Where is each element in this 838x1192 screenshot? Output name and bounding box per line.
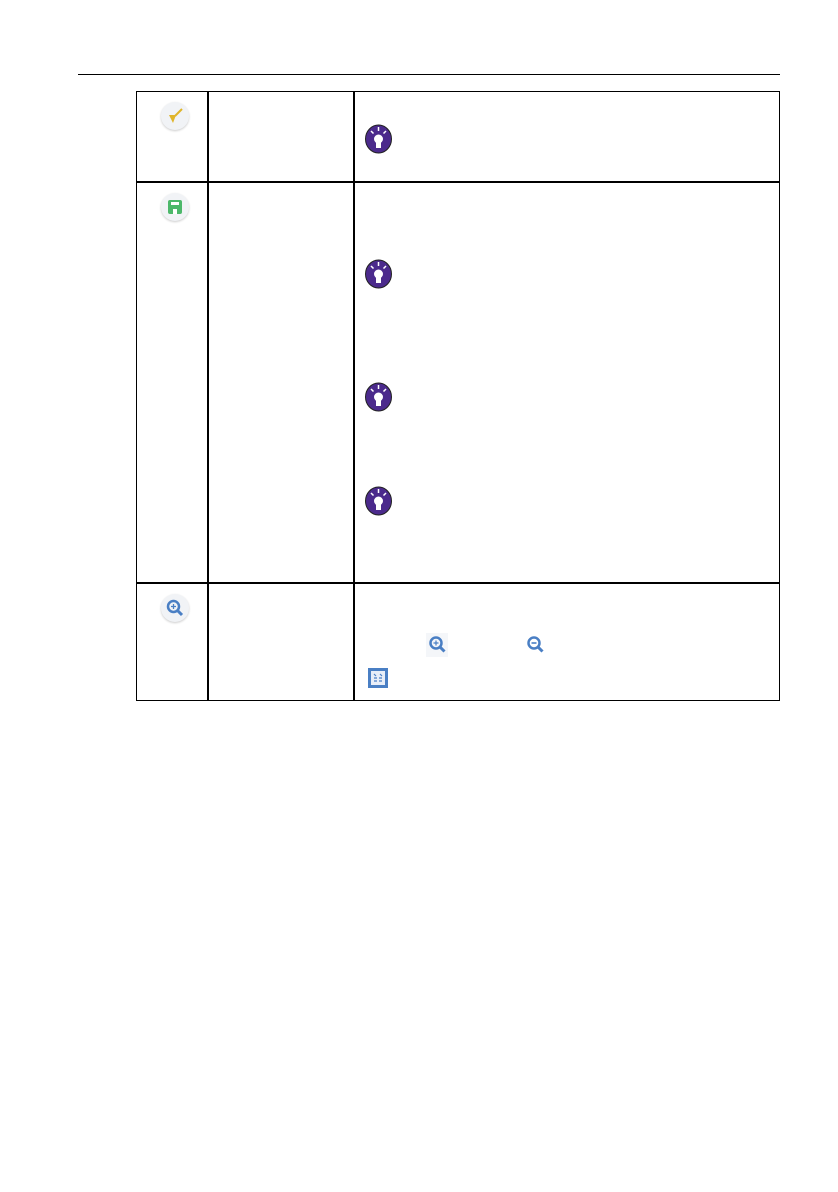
column-divider bbox=[353, 91, 355, 701]
row-divider bbox=[136, 181, 780, 183]
header-rule bbox=[78, 74, 780, 75]
lightbulb-icon bbox=[365, 382, 392, 412]
row-divider bbox=[136, 582, 780, 584]
lightbulb-icon bbox=[365, 124, 392, 154]
fit-screen-icon bbox=[368, 668, 388, 688]
zoom-in-icon bbox=[161, 594, 189, 622]
lightbulb-icon bbox=[365, 486, 392, 516]
column-divider bbox=[207, 91, 209, 701]
save-icon bbox=[161, 193, 189, 221]
zoom-in-icon bbox=[426, 633, 448, 657]
broom-icon bbox=[161, 102, 189, 130]
zoom-out-icon bbox=[527, 636, 544, 653]
lightbulb-icon bbox=[365, 259, 392, 289]
feature-table bbox=[136, 91, 780, 701]
